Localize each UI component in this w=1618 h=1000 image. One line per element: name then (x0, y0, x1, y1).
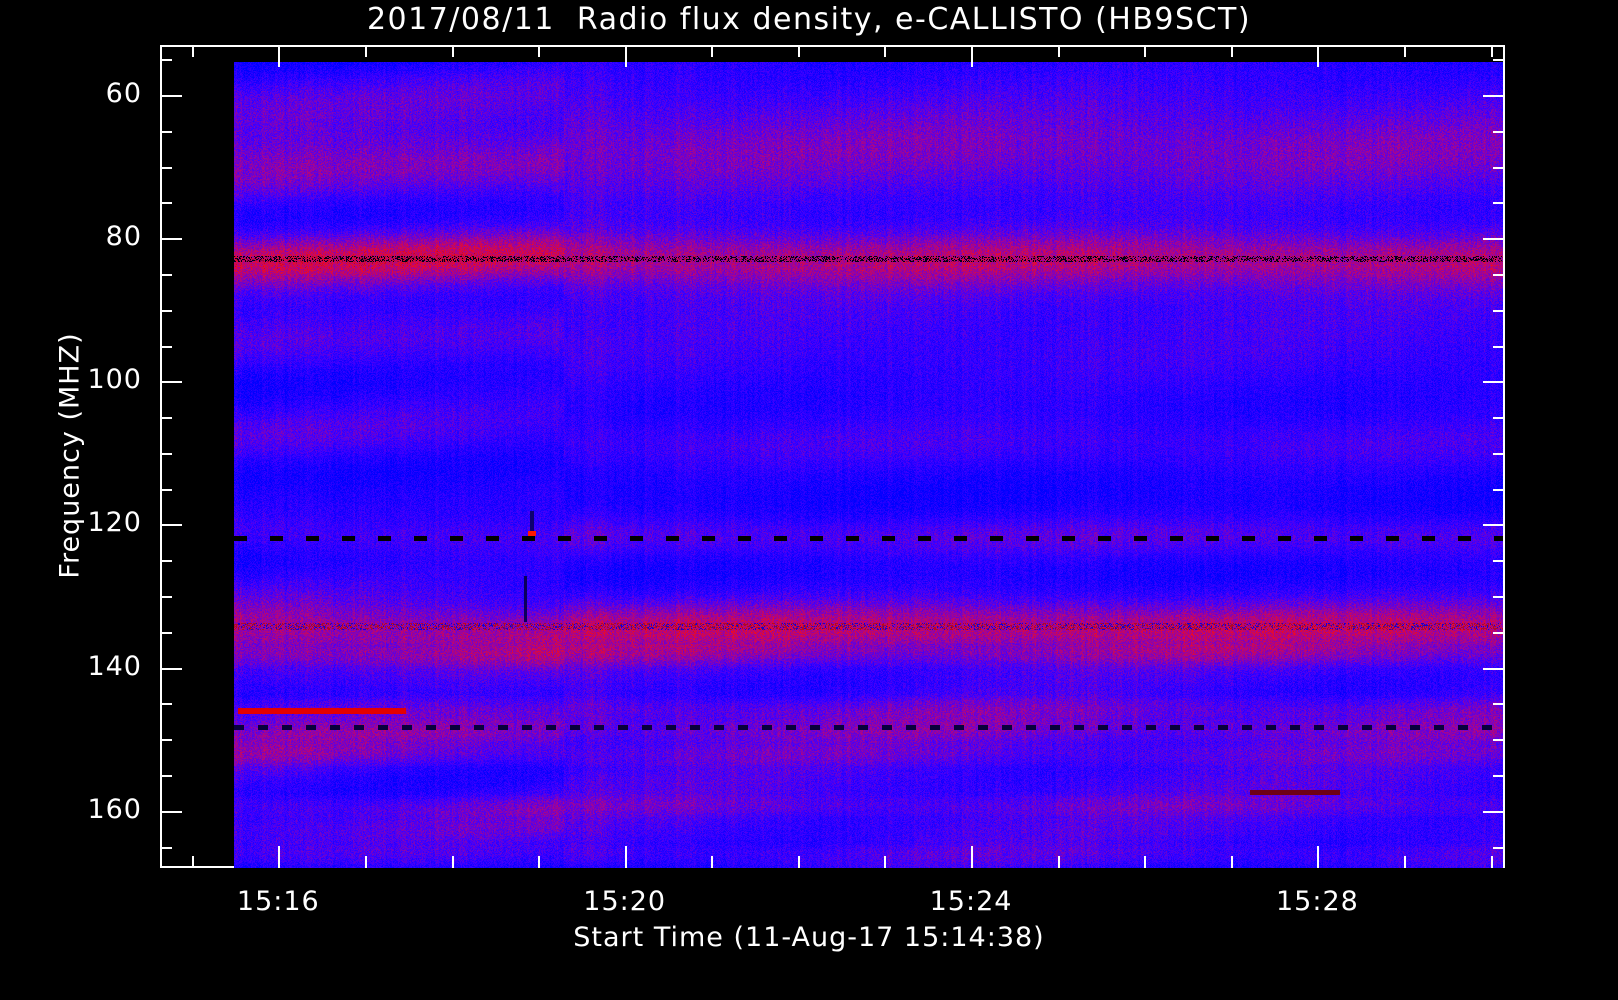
x-tick-label-15-28: 15:28 (1275, 886, 1359, 917)
y-tick-95 (160, 346, 172, 348)
x-tick-top-28 (1317, 45, 1319, 67)
y-tick-115 (160, 489, 172, 491)
x-tick-27 (1231, 856, 1233, 868)
y-tick-140 (160, 668, 182, 670)
y-tick-right-125 (1493, 560, 1505, 562)
y-tick-125 (160, 560, 172, 562)
x-tick-23 (884, 856, 886, 868)
x-tick-17 (365, 856, 367, 868)
x-tick-top-29 (1404, 45, 1406, 57)
x-tick-30 (1491, 856, 1493, 868)
y-tick-label-100: 100 (87, 364, 142, 396)
y-tick-80 (160, 238, 182, 240)
x-tick-25 (1058, 856, 1060, 868)
y-tick-120 (160, 524, 182, 526)
x-tick-top-24 (971, 45, 973, 67)
y-tick-right-130 (1493, 596, 1505, 598)
y-tick-75 (160, 202, 172, 204)
x-tick-top-26 (1144, 45, 1146, 57)
x-tick-22 (798, 856, 800, 868)
y-tick-55 (160, 59, 172, 61)
y-tick-right-65 (1493, 131, 1505, 133)
y-tick-right-135 (1493, 632, 1505, 634)
y-tick-155 (160, 775, 172, 777)
y-tick-right-85 (1493, 274, 1505, 276)
y-tick-right-70 (1493, 167, 1505, 169)
y-tick-160 (160, 811, 182, 813)
y-tick-right-95 (1493, 346, 1505, 348)
x-tick-top-19 (538, 45, 540, 57)
x-tick-top-16 (278, 45, 280, 67)
y-tick-right-100 (1483, 381, 1505, 383)
y-tick-135 (160, 632, 172, 634)
x-tick-28 (1317, 846, 1319, 868)
x-axis-title: Start Time (11-Aug-17 15:14:38) (573, 922, 1045, 953)
y-tick-right-105 (1493, 417, 1505, 419)
y-tick-right-90 (1493, 310, 1505, 312)
x-tick-26 (1144, 856, 1146, 868)
y-tick-label-160: 160 (87, 793, 142, 825)
y-tick-label-120: 120 (87, 507, 142, 539)
x-tick-top-21 (711, 45, 713, 57)
x-tick-top-22 (798, 45, 800, 57)
y-tick-100 (160, 381, 182, 383)
x-tick-top-17 (365, 45, 367, 57)
y-tick-right-160 (1483, 811, 1505, 813)
y-tick-right-150 (1493, 739, 1505, 741)
y-tick-90 (160, 310, 172, 312)
x-tick-29 (1404, 856, 1406, 868)
x-tick-label-15-20: 15:20 (583, 886, 667, 917)
x-tick-top-25 (1058, 45, 1060, 57)
y-tick-label-60: 60 (105, 78, 142, 110)
x-tick-16 (278, 846, 280, 868)
y-tick-150 (160, 739, 172, 741)
y-tick-right-165 (1493, 847, 1505, 849)
y-tick-105 (160, 417, 172, 419)
y-tick-145 (160, 703, 172, 705)
page-title: 2017/08/11 Radio flux density, e-CALLIST… (366, 2, 1252, 37)
y-tick-right-155 (1493, 775, 1505, 777)
x-tick-top-27 (1231, 45, 1233, 57)
y-tick-130 (160, 596, 172, 598)
y-tick-right-75 (1493, 202, 1505, 204)
y-tick-110 (160, 453, 172, 455)
y-tick-60 (160, 95, 182, 97)
y-tick-right-110 (1493, 453, 1505, 455)
x-tick-19 (538, 856, 540, 868)
y-tick-165 (160, 847, 172, 849)
x-tick-label-15-24: 15:24 (929, 886, 1013, 917)
y-tick-label-140: 140 (87, 650, 142, 682)
y-tick-right-60 (1483, 95, 1505, 97)
x-tick-top-23 (884, 45, 886, 57)
y-tick-right-80 (1483, 238, 1505, 240)
x-tick-15 (192, 856, 194, 868)
x-tick-21 (711, 856, 713, 868)
y-tick-85 (160, 274, 172, 276)
y-tick-right-115 (1493, 489, 1505, 491)
y-axis-title: Frequency (MHZ) (54, 332, 86, 579)
x-tick-top-20 (625, 45, 627, 67)
x-tick-24 (971, 846, 973, 868)
x-tick-20 (625, 846, 627, 868)
x-tick-top-15 (192, 45, 194, 57)
x-tick-18 (452, 856, 454, 868)
spectrogram-plot-area (234, 62, 1503, 868)
y-tick-65 (160, 131, 172, 133)
x-tick-top-30 (1491, 45, 1493, 57)
y-tick-right-145 (1493, 703, 1505, 705)
x-tick-top-18 (452, 45, 454, 57)
x-tick-label-15-16: 15:16 (236, 886, 320, 917)
y-tick-right-140 (1483, 668, 1505, 670)
y-tick-label-80: 80 (105, 221, 142, 253)
y-tick-70 (160, 167, 172, 169)
y-tick-right-120 (1483, 524, 1505, 526)
spectrogram-canvas (234, 62, 1503, 868)
y-tick-right-55 (1493, 59, 1505, 61)
